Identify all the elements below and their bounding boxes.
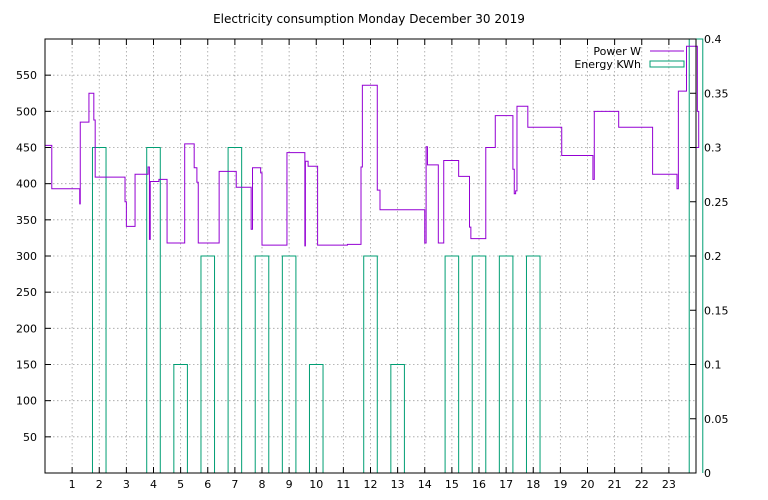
y2-tick-label: 0.15 [704,304,729,317]
y-tick-label: 350 [16,214,37,227]
legend-item-energy: Energy KWh [574,58,685,71]
x-tick-label: 15 [445,478,459,491]
y2-tick-label: 0.3 [704,142,722,155]
power-series-line [45,45,700,247]
energy-bar [471,255,487,473]
x-tick-label: 23 [662,478,676,491]
x-tick-label: 7 [231,478,238,491]
x-tick-label: 10 [309,478,323,491]
y-tick-label: 50 [23,431,37,444]
y-tick-label: 150 [16,359,37,372]
y-tick-label: 250 [16,286,37,299]
x-tick-label: 13 [391,478,405,491]
x-tick-label: 12 [364,478,378,491]
y-tick-label: 200 [16,322,37,335]
legend-item-power: Power W [593,45,684,58]
energy-bar [200,255,216,473]
tick-marks [45,38,696,474]
energy-bar [91,147,107,473]
energy-bar [254,255,270,473]
energy-bar [444,255,460,473]
y2-axis-tick-labels: 0 0.05 0.1 0.15 0.2 0.25 0.3 0.35 0.4 [704,33,729,480]
legend-label-power: Power W [593,45,641,58]
energy-bar [525,255,541,473]
legend-swatch-energy [649,60,685,68]
chart-title: Electricity consumption Monday December … [213,12,525,26]
x-tick-label: 9 [286,478,293,491]
x-axis-tick-labels: 1 2 3 4 5 6 7 8 9 10 11 12 13 14 15 16 17 18 19 20 21 22 23 [69,478,676,491]
x-tick-label: 16 [472,478,486,491]
energy-bar [390,364,405,473]
energy-bar [173,364,188,473]
x-tick-label: 6 [204,478,211,491]
y2-tick-label: 0.1 [704,359,722,372]
energy-bar [227,147,243,473]
x-tick-label: 19 [553,478,567,491]
energy-bar [308,364,324,473]
energy-bar [146,147,161,473]
y-tick-label: 550 [16,69,37,82]
x-tick-label: 22 [635,478,649,491]
x-tick-label: 20 [581,478,595,491]
x-tick-label: 14 [418,478,432,491]
legend-label-energy: Energy KWh [574,58,641,71]
x-tick-label: 5 [177,478,184,491]
y2-tick-label: 0.25 [704,196,729,209]
x-tick-label: 1 [69,478,76,491]
x-tick-label: 11 [336,478,350,491]
energy-bar [281,255,297,473]
y2-tick-label: 0.35 [704,87,729,100]
energy-bar [498,255,514,473]
y-tick-label: 450 [16,142,37,155]
y-tick-label: 400 [16,178,37,191]
y-tick-label: 500 [16,105,37,118]
x-tick-label: 4 [150,478,157,491]
x-tick-label: 21 [608,478,622,491]
y-tick-label: 100 [16,395,37,408]
y-tick-label: 300 [16,250,37,263]
x-tick-label: 2 [96,478,103,491]
x-tick-label: 8 [259,478,266,491]
legend: Power W Energy KWh [574,45,685,71]
y2-tick-label: 0 [704,467,711,480]
y2-tick-label: 0.05 [704,413,729,426]
y2-tick-label: 0.2 [704,250,722,263]
y2-tick-label: 0.4 [704,33,722,46]
power-series [45,45,700,247]
x-tick-label: 17 [499,478,513,491]
x-tick-label: 18 [526,478,540,491]
y-axis-tick-labels: 50 100 150 200 250 300 350 400 450 500 550 [16,69,37,444]
x-tick-label: 3 [123,478,130,491]
energy-bar [363,255,378,473]
